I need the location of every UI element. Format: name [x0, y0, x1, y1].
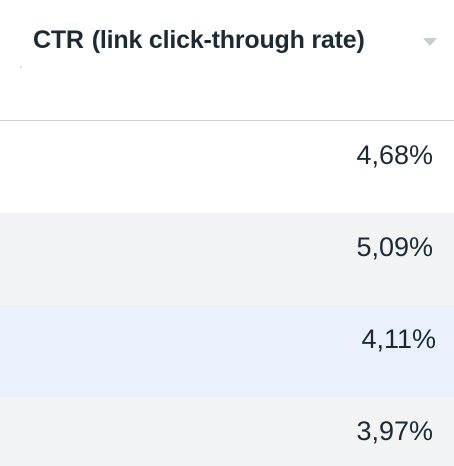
column-header-title-main: CTR — [33, 26, 84, 54]
table-row-hovered[interactable]: 4,11% — [0, 305, 454, 397]
table-row[interactable]: 4,68% — [0, 121, 454, 213]
resize-handle-dot — [20, 66, 22, 68]
ctr-cell: 3,97% — [356, 416, 433, 446]
ctr-cell: 5,09% — [356, 232, 433, 262]
column-header-title-sub: (link click-through rate) — [91, 26, 365, 54]
sort-down-icon[interactable] — [423, 38, 437, 46]
column-header-title[interactable]: CTR (link click-through rate) — [33, 26, 365, 55]
ctr-cell: 4,68% — [356, 140, 433, 170]
column-header[interactable]: CTR (link click-through rate) — [0, 0, 454, 121]
table-row[interactable]: 5,09% — [0, 213, 454, 305]
table-row[interactable]: 3,97% — [0, 397, 454, 466]
ctr-cell: 4,11% — [361, 324, 436, 354]
